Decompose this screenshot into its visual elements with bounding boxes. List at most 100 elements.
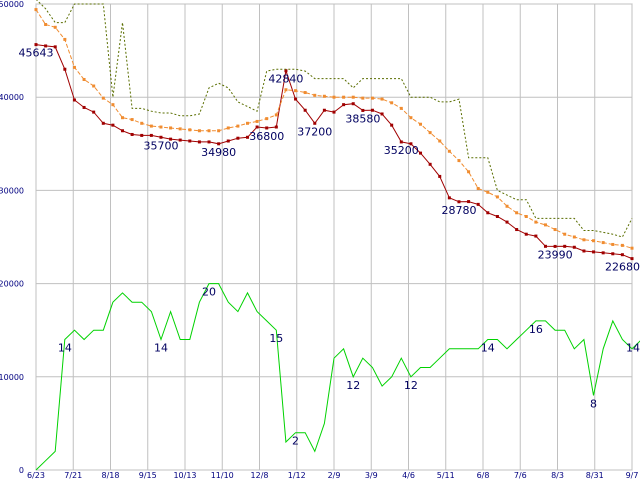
price-marker (111, 123, 115, 127)
average-marker (313, 93, 317, 97)
price-data-label: 35200 (384, 144, 419, 157)
price-marker (207, 140, 211, 144)
average-marker (486, 190, 490, 194)
average-marker (505, 204, 509, 208)
price-marker (601, 251, 605, 255)
average-marker (226, 126, 230, 130)
average-marker (140, 121, 144, 125)
price-marker (178, 138, 182, 142)
volume-data-label: 14 (626, 342, 640, 355)
average-marker (82, 77, 86, 81)
price-marker (630, 257, 634, 261)
price-marker (332, 110, 336, 114)
volume-data-label: 15 (269, 332, 283, 345)
price-marker (620, 253, 624, 257)
average-marker (130, 118, 134, 122)
average-marker (438, 139, 442, 143)
price-data-label: 35700 (143, 139, 178, 152)
average-line (35, 9, 633, 249)
volume-data-label: 12 (346, 379, 360, 392)
average-marker (121, 116, 125, 120)
average-marker (457, 159, 461, 163)
x-tick-label: 8/18 (102, 471, 120, 480)
price-marker (149, 133, 153, 137)
price-marker (380, 112, 384, 116)
price-marker (524, 232, 528, 236)
price-marker (140, 133, 144, 137)
price-marker (582, 249, 586, 253)
x-tick-label: 9/7 (626, 471, 639, 480)
average-marker (611, 242, 615, 246)
average-marker (399, 106, 403, 110)
price-data-label: 36800 (249, 130, 284, 143)
price-marker (217, 142, 221, 146)
price-marker (361, 108, 365, 112)
average-marker (467, 170, 471, 174)
x-tick-label: 7/21 (64, 471, 82, 480)
x-tick-label: 10/13 (173, 471, 196, 480)
average-marker (361, 96, 365, 100)
average-marker (207, 129, 211, 133)
average-marker (524, 214, 528, 218)
x-tick-label: 12/8 (251, 471, 269, 480)
price-marker (313, 121, 317, 125)
volume-data-label: 8 (590, 397, 597, 410)
average-marker (543, 223, 547, 227)
price-marker (399, 140, 403, 144)
volume-data-label: 14 (58, 342, 72, 355)
price-marker (197, 140, 201, 144)
average-marker (428, 131, 432, 135)
price-marker (44, 44, 48, 48)
x-tick-label: 6/23 (27, 471, 45, 480)
average-marker (197, 129, 201, 133)
price-marker (130, 132, 134, 136)
x-tick-label: 6/8 (477, 471, 490, 480)
average-marker (255, 119, 259, 123)
average-marker (409, 116, 413, 120)
price-marker (611, 252, 615, 256)
x-tick-label: 5/11 (437, 471, 455, 480)
average-marker (236, 124, 240, 128)
x-tick-label: 3/9 (365, 471, 378, 480)
average-marker (592, 239, 596, 243)
price-marker (72, 98, 76, 102)
high_band-line (36, 0, 633, 238)
price-marker (34, 43, 38, 47)
chart-series (34, 0, 640, 471)
price-marker (370, 108, 374, 112)
average-marker (245, 121, 249, 125)
price-marker (390, 123, 394, 127)
average-marker (630, 246, 634, 250)
average-marker (332, 95, 336, 99)
average-marker (159, 125, 163, 129)
volume-data-label: 14 (481, 342, 495, 355)
y-tick-label: 40000 (0, 93, 24, 102)
average-marker (63, 37, 67, 41)
average-marker (169, 126, 173, 130)
volume-data-label: 16 (529, 323, 543, 336)
average-marker (572, 235, 576, 239)
average-marker (342, 95, 346, 99)
price-marker (515, 228, 519, 232)
average-marker (534, 220, 538, 224)
x-tick-label: 8/31 (586, 471, 604, 480)
average-marker (111, 103, 115, 107)
y-tick-label: 10000 (0, 373, 24, 382)
price-data-label: 23990 (538, 248, 573, 261)
price-data-label: 37200 (297, 125, 332, 138)
average-marker (380, 97, 384, 101)
x-tick-label: 7/6 (514, 471, 527, 480)
average-marker (476, 187, 480, 191)
y-tick-label: 50000 (0, 0, 24, 9)
average-marker (274, 113, 278, 117)
average-marker (44, 23, 48, 27)
price-marker (467, 200, 471, 204)
average-marker (92, 84, 96, 88)
average-marker (582, 238, 586, 242)
price-marker (265, 126, 269, 130)
price-marker (101, 121, 105, 125)
average-marker (515, 211, 519, 215)
price-marker (342, 103, 346, 107)
